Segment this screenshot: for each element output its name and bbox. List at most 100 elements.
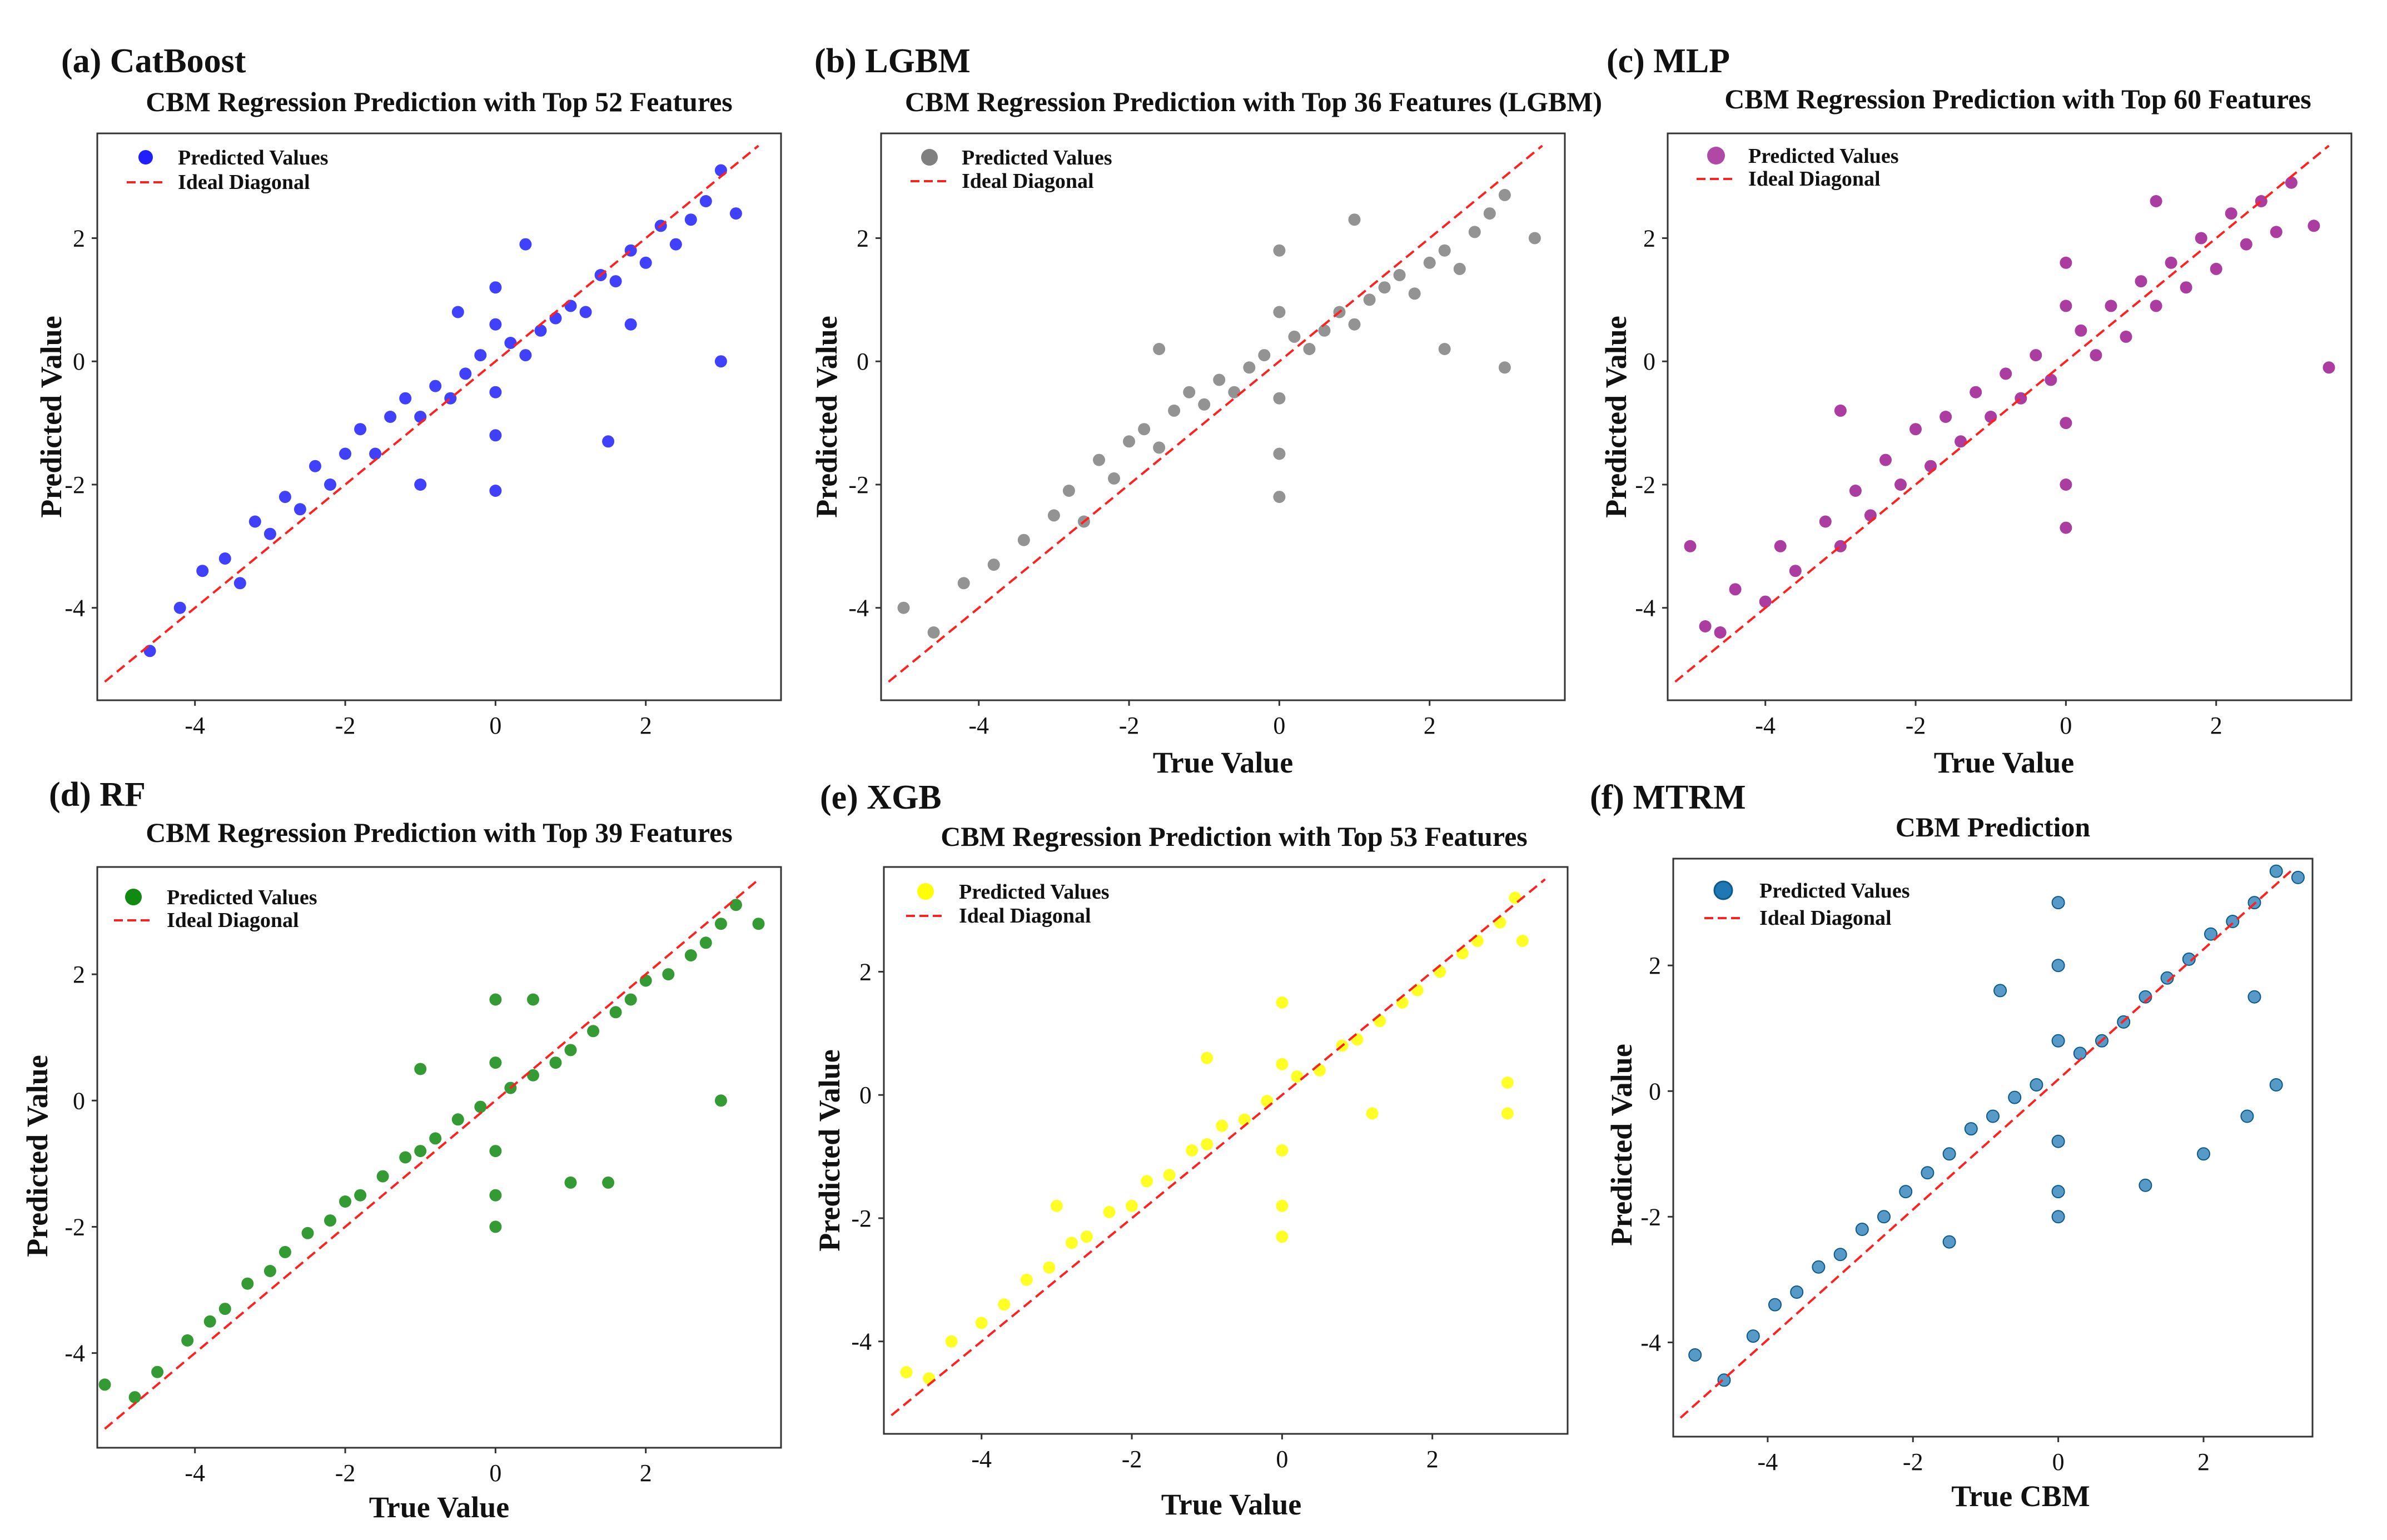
axis-ticks-b: -4 -2 0 2 -4 -2 0 2 [848, 225, 1435, 739]
data-point-a-12 [354, 423, 367, 436]
data-point-a-13 [369, 447, 382, 460]
y-axis-label-d: Predicted Value [21, 1055, 54, 1257]
data-point-a-31 [579, 306, 592, 318]
x-axis-label-b: True Value [1153, 746, 1294, 779]
data-point-d-6 [241, 1277, 254, 1290]
data-point-c-9 [1864, 509, 1877, 522]
data-point-d-30 [624, 993, 637, 1006]
legend-f: Predicted Values Ideal Diagonal [1704, 879, 1910, 930]
data-point-d-42 [527, 993, 539, 1006]
data-point-a-41 [714, 355, 727, 368]
x-tick-label-b-1: -2 [1119, 712, 1140, 739]
data-point-a-3 [218, 552, 231, 565]
chart-title-d: CBM Regression Prediction with Top 39 Fe… [146, 817, 733, 848]
data-point-b-34 [1423, 256, 1436, 269]
data-point-a-24 [489, 429, 502, 442]
data-point-e-38 [1201, 1051, 1214, 1064]
y-tick-label-f-1: -2 [1640, 1203, 1661, 1230]
data-point-e-37 [1501, 1107, 1514, 1120]
data-point-c-24 [2060, 417, 2072, 430]
ideal-diagonal-d [104, 879, 759, 1430]
data-point-c-35 [2195, 232, 2207, 245]
data-point-f-9 [1899, 1185, 1913, 1199]
x-tick-label-d-2: 0 [489, 1459, 501, 1487]
y-tick-label-c-3: 2 [1643, 225, 1655, 252]
legend-predicted-a: Predicted Values [178, 146, 329, 170]
data-point-f-11 [1942, 1147, 1956, 1161]
data-point-c-33 [2165, 256, 2177, 269]
data-point-c-6 [1819, 515, 1832, 528]
data-point-f-20 [2051, 1185, 2065, 1199]
data-point-d-2 [151, 1365, 164, 1378]
y-tick-label-e-2: 0 [859, 1082, 872, 1109]
data-point-b-43 [1348, 213, 1361, 226]
data-point-f-18 [2051, 1034, 2065, 1048]
data-point-a-44 [602, 435, 615, 448]
data-point-f-4 [1790, 1285, 1804, 1299]
axis-ticks-d: -4 -2 0 2 -4 -2 0 2 [64, 961, 652, 1487]
data-point-a-27 [519, 349, 532, 362]
data-point-f-33 [2240, 1109, 2254, 1123]
y-tick-label-d-0: -4 [64, 1340, 85, 1367]
scatter-points-e [900, 891, 1529, 1385]
ideal-diagonal-c [1674, 144, 2330, 683]
legend-predicted-b: Predicted Values [962, 146, 1112, 170]
data-point-d-8 [279, 1245, 291, 1258]
data-point-a-19 [459, 367, 472, 380]
data-point-e-8 [1080, 1230, 1093, 1243]
data-point-f-26 [2160, 971, 2174, 985]
y-tick-label-c-2: 0 [1643, 348, 1655, 375]
data-point-e-14 [1201, 1138, 1214, 1150]
legend-d: Predicted Values Ideal Diagonal [114, 886, 317, 932]
data-point-f-13 [1986, 1109, 2000, 1123]
data-point-b-15 [1198, 398, 1211, 411]
data-point-e-35 [1516, 935, 1529, 947]
scatter-points-f [1688, 864, 2305, 1387]
data-point-b-2 [957, 577, 970, 590]
data-point-c-0 [1699, 620, 1712, 632]
legend-marker-a [138, 150, 153, 165]
data-point-c-25 [2060, 479, 2072, 491]
data-point-d-33 [684, 949, 697, 961]
data-point-a-16 [414, 411, 427, 423]
data-point-d-21 [489, 1145, 502, 1158]
data-point-e-30 [1434, 965, 1446, 978]
x-tick-label-c-1: -2 [1906, 712, 1926, 739]
data-point-d-34 [699, 936, 712, 949]
y-tick-label-d-1: -2 [64, 1213, 85, 1240]
data-point-f-15 [2030, 1078, 2043, 1092]
data-point-d-40 [602, 1176, 615, 1189]
plot-area-f [1672, 858, 2314, 1438]
data-point-c-32 [2150, 300, 2162, 312]
x-axis-label-c: True Value [1934, 746, 2075, 779]
data-point-a-8 [294, 503, 306, 516]
data-point-a-17 [429, 380, 442, 392]
axis-ticks-c: -4 -2 0 2 -4 -2 0 2 [1635, 225, 2222, 739]
data-point-d-7 [263, 1265, 276, 1277]
data-point-e-39 [1366, 1107, 1379, 1120]
data-point-a-29 [549, 312, 562, 325]
data-point-a-26 [504, 337, 517, 349]
x-tick-label-f-0: -4 [1758, 1448, 1778, 1476]
data-point-d-3 [181, 1334, 194, 1347]
data-point-e-9 [1103, 1205, 1116, 1218]
data-point-c-3 [1759, 595, 1772, 608]
data-point-e-17 [1261, 1095, 1274, 1108]
data-point-e-40 [1050, 1199, 1063, 1212]
data-point-e-1 [923, 1372, 936, 1385]
x-tick-label-f-3: 2 [2197, 1448, 2210, 1476]
data-point-e-28 [1396, 996, 1409, 1009]
data-point-f-8 [1877, 1210, 1891, 1224]
scatter-points-b [897, 188, 1541, 639]
data-point-f-38 [1942, 1235, 1956, 1249]
data-point-a-25 [489, 485, 502, 497]
data-point-c-28 [2090, 349, 2102, 362]
y-tick-label-b-2: 0 [857, 348, 869, 375]
chart-title-e: CBM Regression Prediction with Top 53 Fe… [941, 821, 1528, 852]
data-point-b-32 [1393, 269, 1406, 281]
data-point-e-19 [1276, 1058, 1289, 1070]
data-point-a-21 [489, 281, 502, 294]
data-point-e-11 [1141, 1175, 1153, 1188]
data-point-c-40 [2270, 226, 2282, 238]
data-point-c-4 [1774, 540, 1787, 552]
